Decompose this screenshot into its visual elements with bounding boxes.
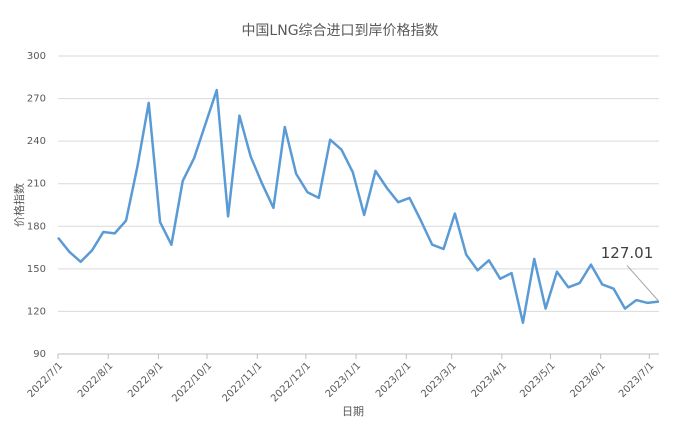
x-tick-label: 2023/3/1: [419, 360, 459, 400]
y-tick-label: 240: [27, 136, 46, 147]
chart-title: 中国LNG综合进口到岸价格指数: [241, 23, 438, 39]
y-tick-label: 150: [27, 264, 46, 275]
y-tick-label: 210: [27, 179, 46, 190]
data-line: [57, 88, 660, 325]
y-tick-label: 90: [33, 349, 46, 360]
x-tick-label: 2022/7/1: [26, 360, 66, 400]
x-tick-label: 2023/5/1: [518, 360, 558, 400]
y-tick-label: 270: [27, 94, 46, 105]
y-tick-label: 120: [27, 306, 46, 317]
x-tick-label: 2023/1/1: [324, 360, 364, 400]
x-tick-label: 2023/6/1: [568, 360, 608, 400]
x-axis-label: 日期: [342, 405, 364, 418]
y-tick-label: 180: [27, 221, 46, 232]
y-axis-label: 价格指数: [12, 183, 26, 227]
data-label: 127.01: [601, 244, 654, 262]
x-tick-label: 2022/8/1: [76, 360, 116, 400]
x-tick-label: 2022/10/1: [170, 360, 214, 404]
x-tick-label: 2022/9/1: [126, 360, 166, 400]
x-tick-label: 2023/4/1: [470, 360, 510, 400]
x-tick-label: 2022/12/1: [269, 360, 313, 404]
x-tick-label: 2022/11/1: [220, 360, 264, 404]
x-tick-label: 2023/2/1: [374, 360, 414, 400]
y-tick-label: 300: [27, 51, 46, 62]
label-leader: [626, 265, 660, 302]
x-tick-label: 2023/7/1: [617, 360, 657, 400]
